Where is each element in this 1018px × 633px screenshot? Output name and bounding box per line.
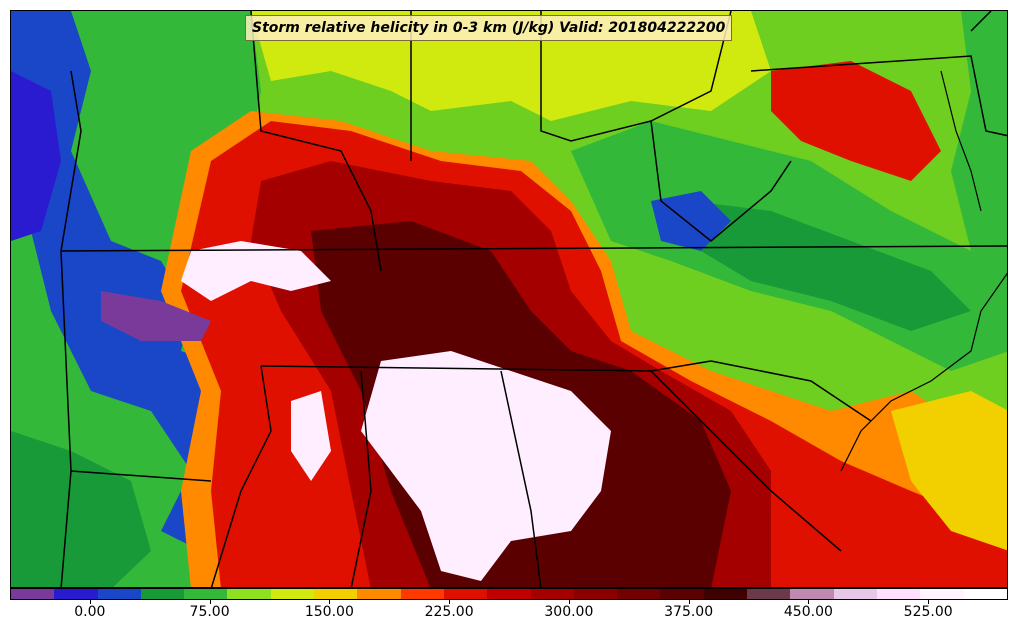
colorbar-swatch (530, 589, 574, 599)
colorbar-tick-label: 450.00 (783, 604, 833, 620)
colorbar-swatch (920, 589, 964, 599)
state-borders (60, 11, 1007, 587)
field-purple-west (101, 291, 211, 341)
colorbar-swatch (833, 589, 877, 599)
colorbar-tick-label: 0.00 (74, 604, 106, 620)
map-canvas (11, 11, 1007, 587)
colorbar-tick (688, 600, 690, 604)
map-title: Storm relative helicity in 0-3 km (J/kg)… (245, 15, 733, 41)
field-blue-east (651, 191, 731, 251)
field-red-northeast (771, 61, 941, 181)
colorbar-swatch (184, 589, 228, 599)
colorbar-swatch (660, 589, 704, 599)
colorbar-tick-label: 225.00 (424, 604, 474, 620)
colorbar-swatch (54, 589, 98, 599)
field-white-arkansas (181, 241, 331, 301)
colorbar-swatch (747, 589, 791, 599)
colorbar-swatch (703, 589, 748, 599)
field-dkgreen-sw (11, 431, 151, 587)
colorbar-swatch (140, 589, 185, 599)
colorbar-swatch (963, 589, 1007, 599)
colorbar-swatch (573, 589, 618, 599)
colorbar-swatch (617, 589, 661, 599)
colorbar-swatch (487, 589, 531, 599)
colorbar-swatch (790, 589, 834, 599)
colorbar-tick-label: 525.00 (903, 604, 953, 620)
colorbar-tick-label: 75.00 (189, 604, 230, 620)
coastline (840, 70, 1007, 472)
field-yellow-se (891, 391, 1007, 551)
colorbar-ticks: 0.00 75.00 150.00 225.00 300.00 375.00 450.00 5… (10, 600, 1008, 630)
colorbar-swatch (357, 589, 401, 599)
colorbar-tick (329, 600, 331, 604)
colorbar (10, 588, 1008, 600)
colorbar-tick (568, 600, 570, 604)
field-deepblue-west (11, 71, 61, 241)
colorbar-swatch (97, 589, 141, 599)
colorbar-swatch (314, 589, 358, 599)
colorbar-swatch (400, 589, 444, 599)
colorbar-tick (808, 600, 810, 604)
field-green-neast (951, 11, 1007, 261)
field-white-alabama (361, 351, 611, 581)
colorbar-swatch (443, 589, 488, 599)
colorbar-tick-label: 300.00 (544, 604, 594, 620)
colorbar-tick-label: 375.00 (664, 604, 714, 620)
field-white-ms (291, 391, 331, 481)
colorbar-tick (449, 600, 451, 604)
colorbar-tick (928, 600, 930, 604)
colorbar-swatch (876, 589, 921, 599)
helicity-map (10, 10, 1008, 588)
colorbar-swatch (11, 589, 55, 599)
colorbar-tick-label: 150.00 (304, 604, 354, 620)
colorbar-swatch (227, 589, 271, 599)
colorbar-tick (89, 600, 91, 604)
colorbar-tick (209, 600, 211, 604)
field-dkgreen-east (691, 201, 971, 331)
colorbar-swatch (270, 589, 315, 599)
